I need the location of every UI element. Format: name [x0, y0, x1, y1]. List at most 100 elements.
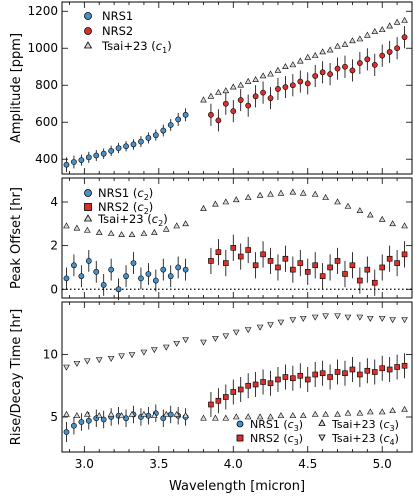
- legend-label-nrs1-c2: NRS1 (c2): [98, 186, 153, 202]
- data-point-triangle-up: [299, 412, 307, 419]
- data-point-triangle-up: [341, 40, 349, 47]
- data-point-triangle-down: [256, 324, 264, 331]
- data-point-square: [260, 379, 266, 385]
- data-point-circle: [93, 152, 100, 159]
- data-point-triangle-up: [334, 42, 341, 49]
- data-point-triangle-down: [334, 313, 341, 320]
- data-point-triangle-up: [389, 220, 396, 227]
- data-point-triangle-up: [173, 222, 180, 229]
- x-tick-label: 4.0: [224, 457, 243, 471]
- data-point-circle: [100, 282, 107, 288]
- data-point-triangle-up: [319, 48, 326, 55]
- data-point-triangle-up: [222, 198, 230, 205]
- data-point-triangle-up: [222, 414, 230, 421]
- data-point-triangle-down: [73, 360, 81, 367]
- data-point-circle: [100, 150, 107, 157]
- legend-tsai-c2-base: Tsai+23 (: [97, 212, 152, 226]
- data-point-circle: [100, 416, 107, 423]
- data-point-triangle-up: [151, 228, 158, 235]
- data-point-circle: [175, 116, 182, 123]
- data-point-square: [394, 260, 400, 266]
- data-point-triangle-down: [212, 335, 219, 342]
- data-point-triangle-down: [173, 340, 180, 347]
- data-point-triangle-up: [84, 410, 91, 417]
- data-point-square: [252, 262, 259, 269]
- data-point-triangle-down: [366, 315, 374, 322]
- data-point-triangle-up: [173, 410, 180, 417]
- data-point-triangle-down: [151, 347, 158, 354]
- panel-amplitude-frame: [61, 1, 413, 175]
- data-point-square: [275, 264, 281, 271]
- x-tick-label: 3.5: [149, 457, 168, 471]
- data-point-triangle-up: [378, 408, 386, 415]
- data-point-triangle-up: [356, 409, 364, 416]
- data-point-triangle-up: [232, 413, 240, 420]
- data-point-triangle-up: [299, 189, 307, 196]
- data-point-triangle-down: [356, 314, 364, 321]
- data-point-circle: [160, 127, 167, 134]
- data-point-square: [237, 386, 244, 393]
- data-point-triangle-down: [299, 315, 307, 322]
- legend-marker-nrs2: [84, 27, 92, 35]
- data-point-triangle-up: [371, 27, 379, 34]
- data-point-triangle-down: [95, 357, 103, 364]
- data-point-triangle-up: [311, 52, 319, 58]
- data-point-circle: [379, 52, 386, 59]
- data-point-circle: [394, 45, 401, 52]
- data-point-circle: [85, 258, 92, 264]
- data-point-square: [394, 364, 400, 370]
- panel-rise-decay: 3.0 3.5 4.0 4.5 5.0 5 10: [43, 301, 413, 471]
- data-point-circle: [160, 266, 167, 273]
- legend-marker-tsai-c1: [83, 41, 93, 49]
- legend-nrs1-c3-sym: c: [288, 418, 294, 431]
- data-point-triangle-up: [401, 222, 408, 229]
- legend-marker-tsai-c4: [318, 434, 326, 442]
- legend-label-nrs2-c3: NRS2 (c3): [250, 432, 303, 447]
- data-point-circle: [349, 67, 356, 74]
- data-point-circle: [152, 132, 159, 139]
- data-point-triangle-up: [215, 89, 222, 95]
- data-point-square: [319, 370, 326, 377]
- data-point-circle: [71, 159, 77, 165]
- data-point-triangle-up: [259, 72, 267, 79]
- data-point-square: [319, 273, 326, 279]
- data-point-circle: [167, 122, 174, 128]
- data-point-circle: [145, 271, 152, 277]
- data-point-square: [208, 401, 214, 408]
- data-point-triangle-up: [256, 191, 264, 198]
- legend-marker-nrs1: [84, 12, 92, 20]
- data-point-square: [342, 271, 348, 277]
- y-tick-label: 4: [50, 195, 58, 209]
- legend-nrs1-c2-base: NRS1 (: [98, 186, 137, 200]
- data-point-triangle-up: [162, 225, 170, 232]
- data-point-square: [245, 247, 251, 253]
- legend-tsai-c3-sub: 3: [390, 424, 395, 433]
- data-point-circle: [78, 419, 85, 425]
- legend-marker-tsai-c3: [318, 419, 326, 426]
- legend-tsai-c4-sym: c: [383, 432, 389, 445]
- data-point-triangle-up: [282, 63, 289, 70]
- data-point-square: [327, 374, 333, 380]
- y-tick-label: 5: [50, 410, 58, 424]
- data-point-triangle-up: [356, 35, 364, 42]
- y-tick-label: 10: [43, 348, 58, 362]
- y-tick-label: 0: [50, 282, 58, 296]
- data-point-circle: [152, 277, 159, 284]
- legend-tsai-c2-sym: c: [152, 212, 159, 226]
- data-point-triangle-up: [244, 413, 252, 420]
- legend-marker-nrs2-c2: [84, 203, 92, 211]
- data-point-triangle-up: [107, 230, 115, 236]
- data-point-triangle-down: [401, 317, 408, 324]
- data-point-triangle-up: [334, 198, 341, 205]
- data-point-triangle-up: [267, 413, 274, 420]
- data-point-square: [304, 376, 311, 383]
- data-point-square: [401, 362, 408, 369]
- legend-tsai-c4-sub: 4: [390, 438, 395, 447]
- data-point-circle: [175, 264, 182, 271]
- data-point-circle: [371, 61, 378, 68]
- data-point-triangle-up: [401, 16, 408, 23]
- legend-nrs1-c2-sym: c: [137, 186, 144, 200]
- data-point-circle: [78, 157, 85, 164]
- data-point-square: [349, 262, 356, 269]
- data-point-triangle-down: [244, 327, 252, 334]
